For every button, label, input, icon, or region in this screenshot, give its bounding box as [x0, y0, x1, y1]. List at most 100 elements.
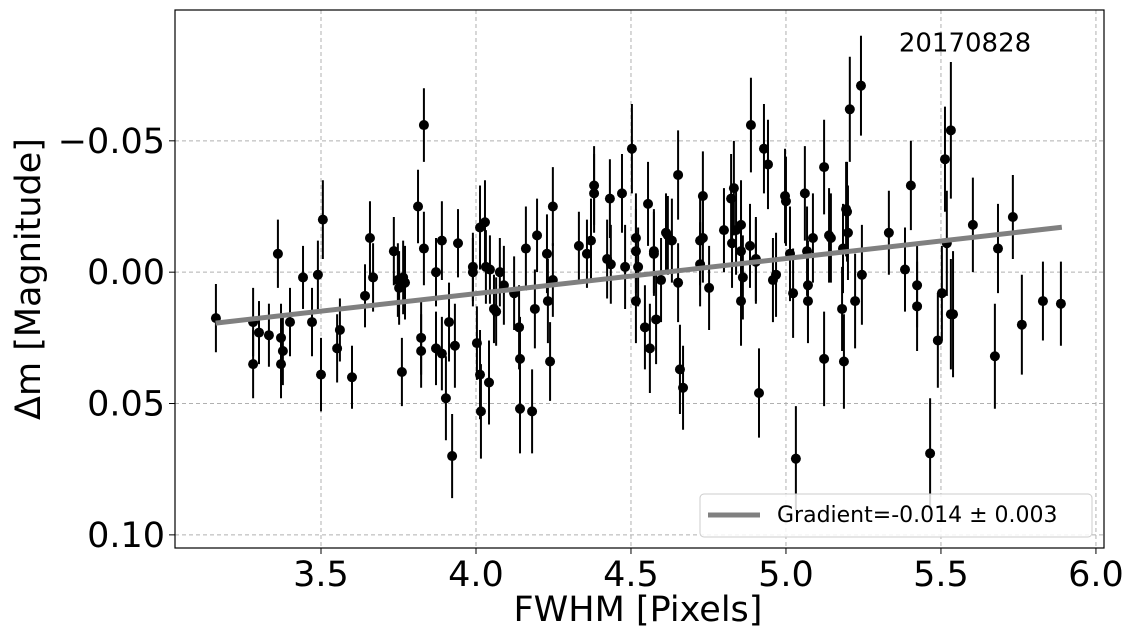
data-point [416, 345, 427, 356]
data-point [484, 377, 495, 388]
data-point [368, 272, 379, 283]
legend-label: Gradient=-0.014 ± 0.003 [777, 503, 1058, 528]
data-point [520, 243, 531, 254]
data-point [656, 275, 667, 286]
marks-layer [210, 35, 1066, 512]
data-point [541, 248, 552, 259]
data-point [346, 372, 357, 383]
data-point [312, 269, 323, 280]
data-point [905, 180, 916, 191]
data-point [855, 80, 866, 91]
data-point [838, 356, 849, 367]
data-point [932, 335, 943, 346]
data-point [616, 188, 627, 199]
x-tick-label: 3.5 [293, 555, 349, 595]
data-point [936, 288, 947, 299]
legend: Gradient=-0.014 ± 0.003 [699, 493, 1093, 538]
data-point [718, 225, 729, 236]
data-point [447, 451, 458, 462]
data-point [494, 267, 505, 278]
x-tick-label: 5.5 [913, 555, 969, 595]
data-point [633, 261, 644, 272]
data-point [436, 235, 447, 246]
data-point [727, 238, 738, 249]
data-point [780, 196, 791, 207]
data-point [272, 248, 283, 259]
data-point [850, 296, 861, 307]
data-point [737, 272, 748, 283]
data-point [334, 324, 345, 335]
legend-box [699, 493, 1093, 538]
data-point [604, 193, 615, 204]
data-point [644, 343, 655, 354]
data-point [527, 406, 538, 417]
data-point [666, 235, 677, 246]
data-point [762, 159, 773, 170]
data-point [799, 188, 810, 199]
data-point [945, 125, 956, 136]
data-point [248, 359, 259, 370]
data-point [360, 290, 371, 301]
data-point [479, 217, 490, 228]
x-axis-title: FWHM [Pixels] [514, 590, 763, 630]
data-point [573, 240, 584, 251]
data-point [651, 314, 662, 325]
data-point [1055, 298, 1066, 309]
data-point [837, 303, 848, 314]
data-point [678, 382, 689, 393]
data-point [277, 345, 288, 356]
data-point [285, 317, 296, 328]
data-point [745, 120, 756, 131]
y-axis-title: Δm [Magnitude] [9, 138, 49, 420]
x-tick-label: 6.0 [1068, 555, 1124, 595]
data-point [939, 154, 950, 165]
x-tick-label: 4.0 [448, 555, 504, 595]
data-point [925, 448, 936, 459]
data-point [883, 227, 894, 238]
data-point [948, 309, 959, 320]
data-point [532, 230, 543, 241]
data-point [989, 351, 1000, 362]
data-point [431, 267, 442, 278]
data-point [400, 277, 411, 288]
data-point [758, 143, 769, 154]
data-point [449, 340, 460, 351]
data-point [736, 246, 747, 257]
data-point [912, 301, 923, 312]
data-point [630, 246, 641, 257]
data-point [1037, 296, 1048, 307]
data-point [753, 388, 764, 399]
data-point [364, 233, 375, 244]
data-point [842, 227, 853, 238]
data-point [484, 264, 495, 275]
data-point [491, 306, 502, 317]
data-point [819, 353, 830, 364]
data-point [475, 406, 486, 417]
data-point [444, 317, 455, 328]
data-point [542, 296, 553, 307]
data-point [317, 214, 328, 225]
data-point [673, 277, 684, 288]
y-tick-label: 0.10 [87, 516, 165, 556]
data-point [396, 366, 407, 377]
data-point [589, 180, 600, 191]
data-point [802, 296, 813, 307]
fit-line [215, 224, 1063, 326]
data-point [788, 288, 799, 299]
grid-layer [169, 10, 1104, 554]
data-point [844, 104, 855, 115]
data-point [620, 261, 631, 272]
data-point [673, 169, 684, 180]
data-point [315, 369, 326, 380]
data-point [298, 272, 309, 283]
data-point [254, 327, 265, 338]
data-point [1016, 319, 1027, 330]
data-point [307, 317, 318, 328]
data-point [436, 348, 447, 359]
data-point [825, 233, 836, 244]
data-point [388, 246, 399, 257]
data-point [639, 322, 650, 333]
data-point [585, 235, 596, 246]
data-point [515, 353, 526, 364]
x-tick-label: 5.0 [758, 555, 814, 595]
